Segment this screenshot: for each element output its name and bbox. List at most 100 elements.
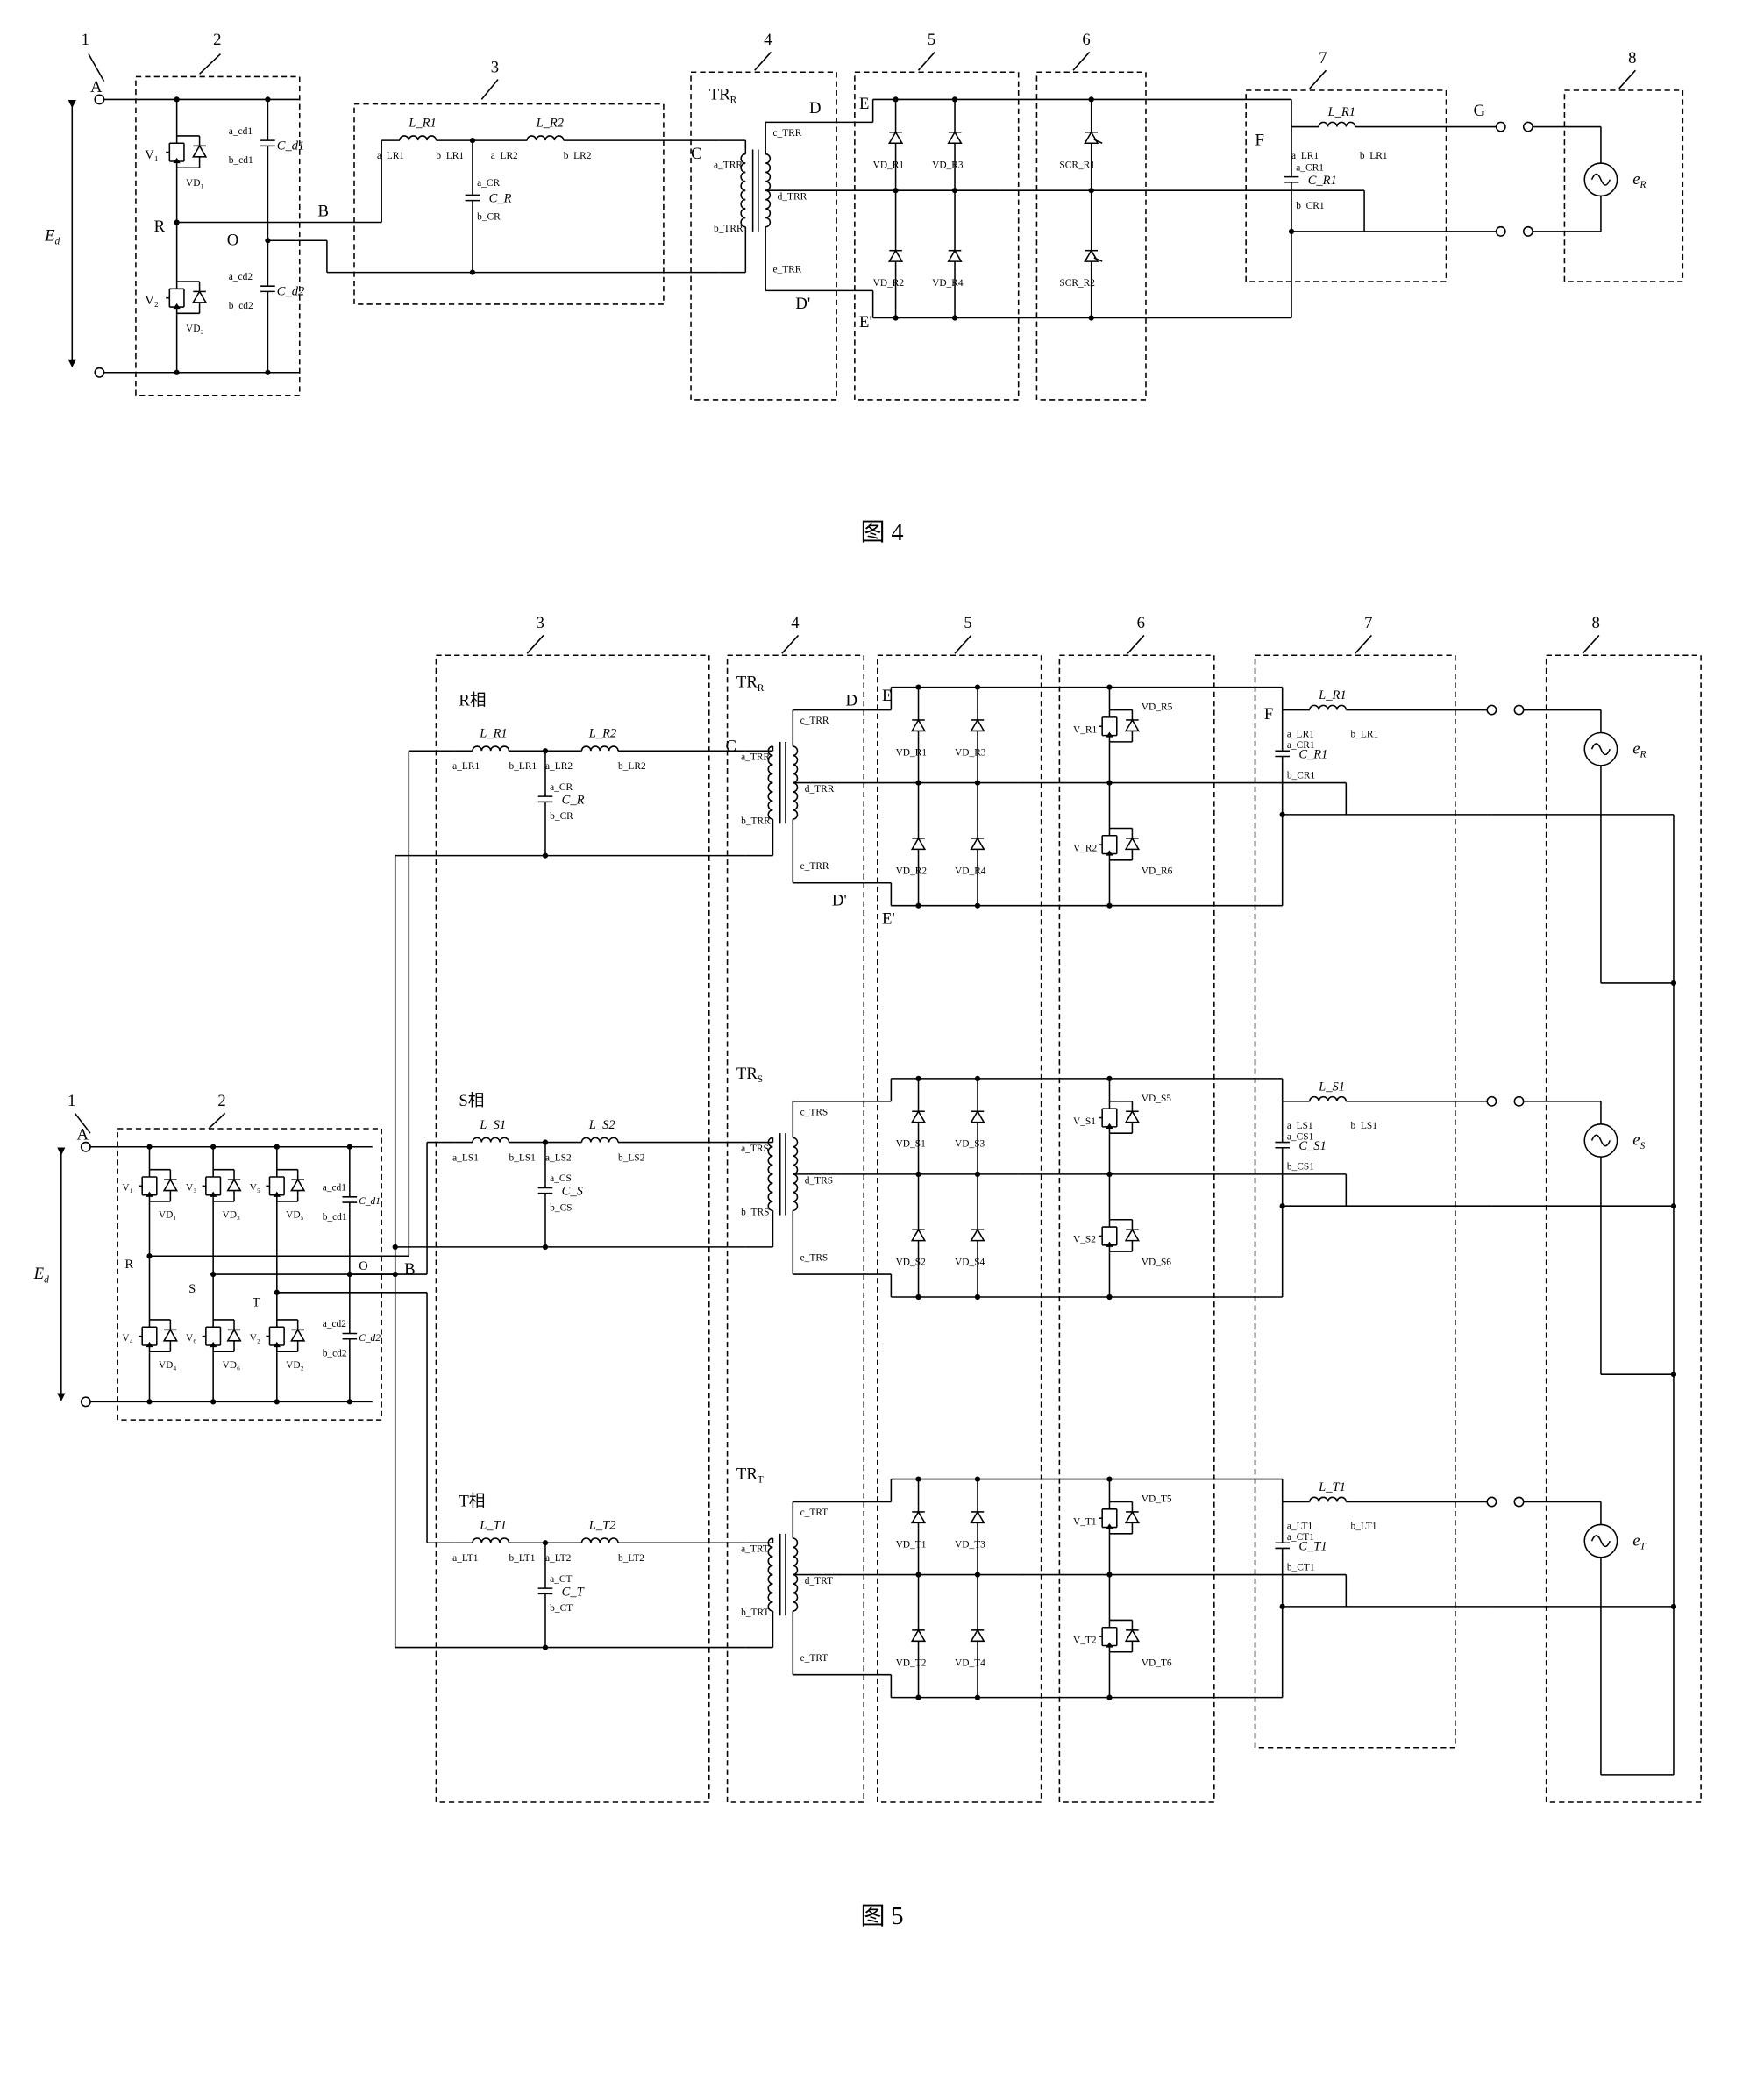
f5-er: eR xyxy=(1632,739,1646,759)
f5-b2: 2 xyxy=(217,1092,225,1110)
f5-ct: C_T xyxy=(562,1585,585,1599)
f5-vdt2: VD_T2 xyxy=(896,1658,927,1668)
block4-num: 4 xyxy=(764,31,772,49)
lr2: L_R2 xyxy=(536,117,564,131)
dtrr: d_TRR xyxy=(778,192,807,203)
f5-cd2: C_d2 xyxy=(359,1333,381,1344)
f5-ctrt: c_TRT xyxy=(800,1508,829,1518)
f5-vdr4: VD_R4 xyxy=(955,866,986,876)
f5-v1: V₁ xyxy=(122,1182,132,1193)
f5-cs: C_S xyxy=(562,1184,584,1198)
f5-vds3: VD_S3 xyxy=(955,1138,985,1149)
f5-acs: a_CS xyxy=(550,1173,572,1184)
f5-ls1: L_S1 xyxy=(479,1118,506,1132)
v2: V₂ xyxy=(145,294,159,308)
f5-vd1: VD₁ xyxy=(159,1209,176,1220)
f5-ctrr: c_TRR xyxy=(800,716,829,726)
lr1o: L_R1 xyxy=(1327,105,1355,119)
acd2: a_cd2 xyxy=(229,272,253,282)
f5-acr: a_CR xyxy=(550,782,573,793)
blr1: b_LR1 xyxy=(436,151,464,161)
f5-b3: 3 xyxy=(537,614,544,632)
bcd2: b_cd2 xyxy=(229,301,253,311)
f5-act: a_CT xyxy=(550,1574,572,1585)
block8-num: 8 xyxy=(1628,49,1636,68)
f5-node-f: F xyxy=(1264,705,1273,724)
f5-b5: 5 xyxy=(964,614,971,632)
f5-Rphase: R相 xyxy=(459,691,486,709)
f5-b1: 1 xyxy=(68,1092,75,1110)
block7-num: 7 xyxy=(1319,49,1327,68)
f5-atrr: a_TRR xyxy=(741,752,770,762)
figure-4: 1 Ed A 2 V₁ VD₁ R V₂ VD₂ a_cd1 C_d1 b_cd… xyxy=(18,18,1746,548)
f5-vdr3: VD_R3 xyxy=(955,747,986,758)
f5-es: eS xyxy=(1632,1130,1645,1151)
f5-Sphase: S相 xyxy=(459,1092,484,1110)
f5-vdt3: VD_T3 xyxy=(955,1539,985,1550)
cd2: C_d2 xyxy=(277,285,304,299)
f5-bct: b_CT xyxy=(550,1603,573,1614)
f5-S: S xyxy=(188,1282,196,1296)
scrr1: SCR_R1 xyxy=(1059,160,1095,170)
f5-ed: Ed xyxy=(33,1265,49,1285)
f5-vd3: VD₃ xyxy=(223,1209,240,1220)
f5-bcr1: b_CR1 xyxy=(1287,770,1316,781)
f5-node-dp: D' xyxy=(832,891,847,909)
f5-alr2: a_LR2 xyxy=(545,761,573,772)
trr: TRR xyxy=(709,85,737,105)
f5-als1: a_LS1 xyxy=(452,1152,479,1163)
vd2: VD₂ xyxy=(186,324,203,334)
node-dp: D' xyxy=(795,295,810,313)
f5-blr2: b_LR2 xyxy=(618,761,646,772)
f5-als1o: a_LS1 xyxy=(1287,1121,1313,1131)
fig4-caption: 图 4 xyxy=(18,513,1746,548)
f5-vdt6: VD_T6 xyxy=(1142,1658,1172,1668)
f5-vdt5: VD_T5 xyxy=(1142,1494,1172,1504)
f5-b6: 6 xyxy=(1137,614,1145,632)
f5-node-d: D xyxy=(845,691,857,709)
f5-dtrs: d_TRS xyxy=(805,1175,833,1186)
f5-btrr: b_TRR xyxy=(741,816,771,826)
f5-bls2: b_LS2 xyxy=(618,1152,645,1163)
vd1: VD₁ xyxy=(186,178,203,189)
f5-btrt: b_TRT xyxy=(741,1608,769,1618)
node-f: F xyxy=(1255,131,1264,149)
f5-v5: V₅ xyxy=(250,1182,260,1193)
f5-vdr1: VD_R1 xyxy=(896,747,928,758)
f5-vds6: VD_S6 xyxy=(1142,1257,1172,1267)
f5-lr1: L_R1 xyxy=(479,726,507,740)
node-d: D xyxy=(809,99,821,118)
ctrr: c_TRR xyxy=(772,128,801,139)
f5-ct1: C_T1 xyxy=(1298,1539,1327,1553)
vdr4: VD_R4 xyxy=(932,278,964,289)
f5-v4: V₄ xyxy=(122,1333,132,1344)
f5-blr1: b_LR1 xyxy=(509,761,537,772)
lr1: L_R1 xyxy=(408,117,436,131)
blr2: b_LR2 xyxy=(564,151,592,161)
fig4-svg: 1 Ed A 2 V₁ VD₁ R V₂ VD₂ a_cd1 C_d1 b_cd… xyxy=(18,18,1746,491)
f5-vdt4: VD_T4 xyxy=(955,1658,985,1668)
block1-num: 1 xyxy=(82,31,89,49)
f5-etrt: e_TRT xyxy=(800,1653,829,1664)
f5-blt1o: b_LT1 xyxy=(1351,1521,1377,1531)
f5-bcs: b_CS xyxy=(550,1202,572,1213)
alr1o: a_LR1 xyxy=(1291,151,1319,161)
block2-num: 2 xyxy=(213,31,221,49)
fig5-caption: 图 5 xyxy=(18,1897,1746,1932)
f5-R: R xyxy=(124,1257,133,1271)
f5-vr2: V_R2 xyxy=(1073,843,1098,853)
node-c: C xyxy=(691,145,701,163)
f5-v6: V₆ xyxy=(186,1333,196,1344)
f5-atrt: a_TRT xyxy=(741,1543,769,1554)
f5-b4: 4 xyxy=(791,614,800,632)
f5-cs1: C_S1 xyxy=(1298,1139,1326,1153)
f5-als2: a_LS2 xyxy=(545,1152,572,1163)
f5-ls1o: L_S1 xyxy=(1318,1080,1345,1094)
f5-vt1: V_T1 xyxy=(1073,1516,1097,1527)
f5-trs: TRS xyxy=(736,1065,763,1085)
f5-b7: 7 xyxy=(1364,614,1372,632)
acr: a_CR xyxy=(477,178,500,189)
f5-vt2: V_T2 xyxy=(1073,1635,1097,1645)
f5-bcd2: b_cd2 xyxy=(323,1348,347,1358)
f5-vd4: VD₄ xyxy=(159,1360,176,1371)
